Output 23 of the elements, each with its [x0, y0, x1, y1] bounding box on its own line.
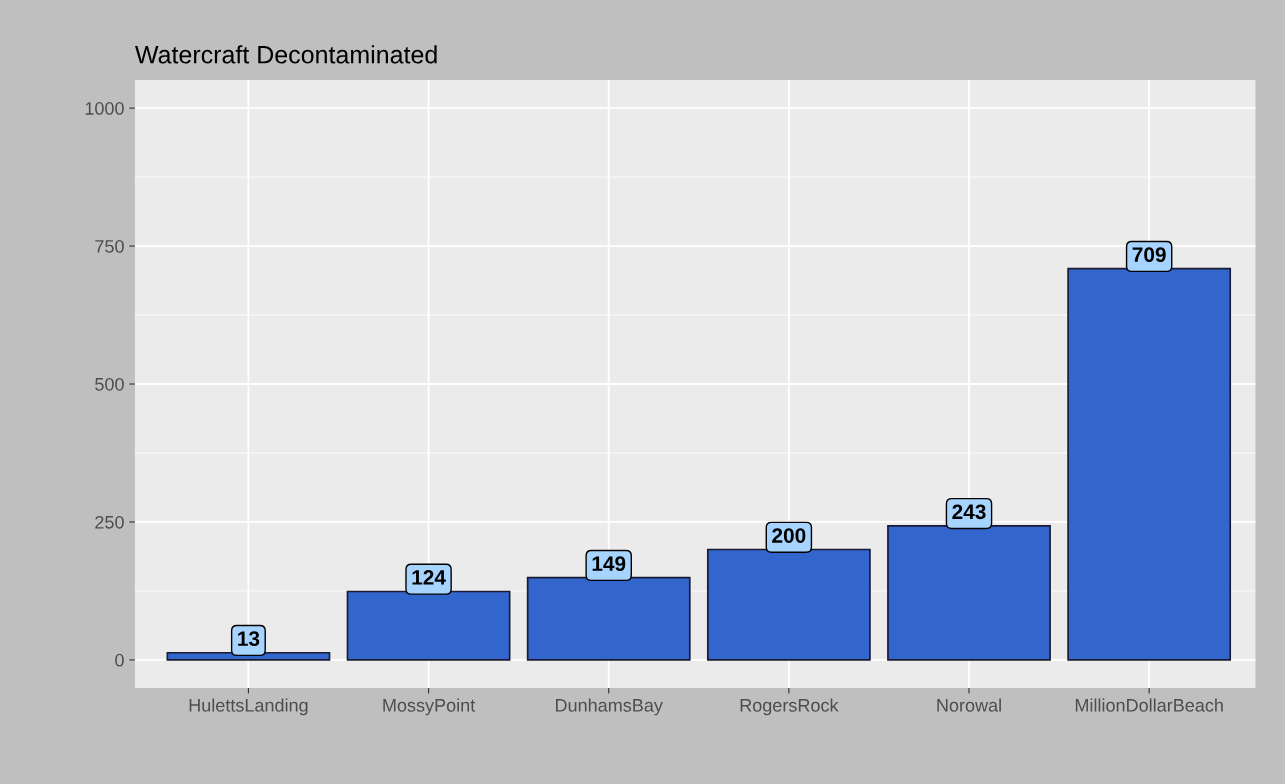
- data-label: 124: [412, 570, 446, 585]
- chart-title: Watercraft Decontaminated: [135, 45, 437, 64]
- x-tick-label: HulettsLanding: [189, 698, 308, 716]
- data-label: 13: [238, 631, 260, 647]
- data-label: 243: [952, 504, 986, 520]
- data-label: 709: [1132, 247, 1166, 263]
- y-tick-label: 0: [115, 653, 124, 667]
- y-tick-label: 1000: [85, 102, 124, 115]
- bar: [1067, 267, 1232, 661]
- bar: [526, 576, 691, 661]
- x-tick-label: Norowal: [937, 698, 1001, 712]
- bar: [706, 548, 871, 661]
- bar: [887, 524, 1051, 661]
- x-tick-label: MillionDollarBeach: [1075, 698, 1223, 712]
- y-tick-label: 250: [95, 515, 124, 529]
- data-label: 200: [772, 528, 806, 543]
- bar: [346, 590, 511, 661]
- y-tick-label: 500: [95, 377, 124, 391]
- x-tick-label: MossyPoint: [383, 698, 476, 716]
- x-tick-label: DunhamsBay: [556, 698, 663, 716]
- y-tick-label: 750: [95, 239, 124, 253]
- data-label: 149: [592, 556, 626, 572]
- x-tick-label: RogersRock: [740, 698, 839, 716]
